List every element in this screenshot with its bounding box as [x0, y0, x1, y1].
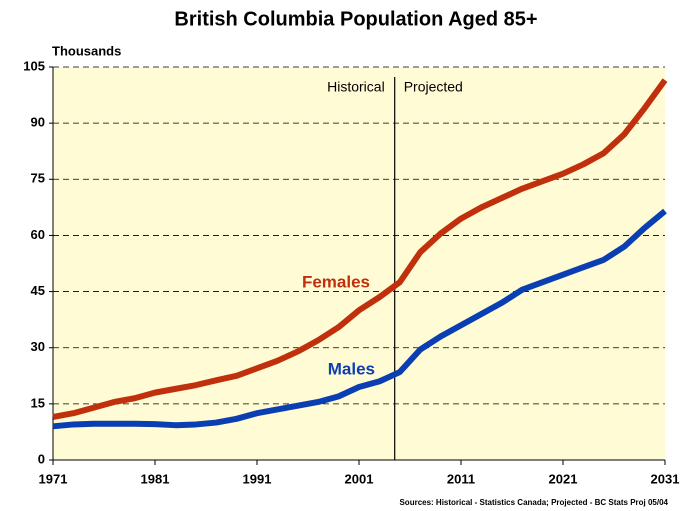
y-tick-label: 90 — [31, 115, 45, 130]
x-tick-label: 2031 — [651, 471, 680, 486]
plot-area — [53, 67, 665, 460]
source-note: Sources: Historical - Statistics Canada;… — [399, 498, 668, 507]
annotation: Historical — [327, 79, 385, 95]
x-tick-label: 1991 — [243, 471, 272, 486]
y-tick-label: 45 — [31, 283, 45, 298]
y-tick-label: 105 — [23, 58, 45, 73]
series-label: Females — [302, 272, 370, 291]
y-tick-label: 60 — [31, 227, 45, 242]
annotation: Projected — [404, 79, 463, 95]
y-tick-label: 0 — [38, 451, 45, 466]
y-tick-label: 30 — [31, 339, 45, 354]
y-axis-label: Thousands — [52, 43, 121, 58]
line-series — [52, 78, 668, 420]
line-series — [52, 208, 667, 430]
x-tick-label: 2021 — [549, 471, 578, 486]
y-tick-label: 15 — [31, 395, 45, 410]
x-tick-label: 1971 — [39, 471, 68, 486]
y-tick-label: 75 — [31, 171, 45, 186]
chart-title: British Columbia Population Aged 85+ — [174, 8, 537, 30]
series-label: Males — [328, 359, 375, 378]
x-tick-label: 2011 — [447, 471, 475, 486]
x-tick-label: 2001 — [345, 471, 374, 486]
x-tick-label: 1981 — [141, 471, 170, 486]
